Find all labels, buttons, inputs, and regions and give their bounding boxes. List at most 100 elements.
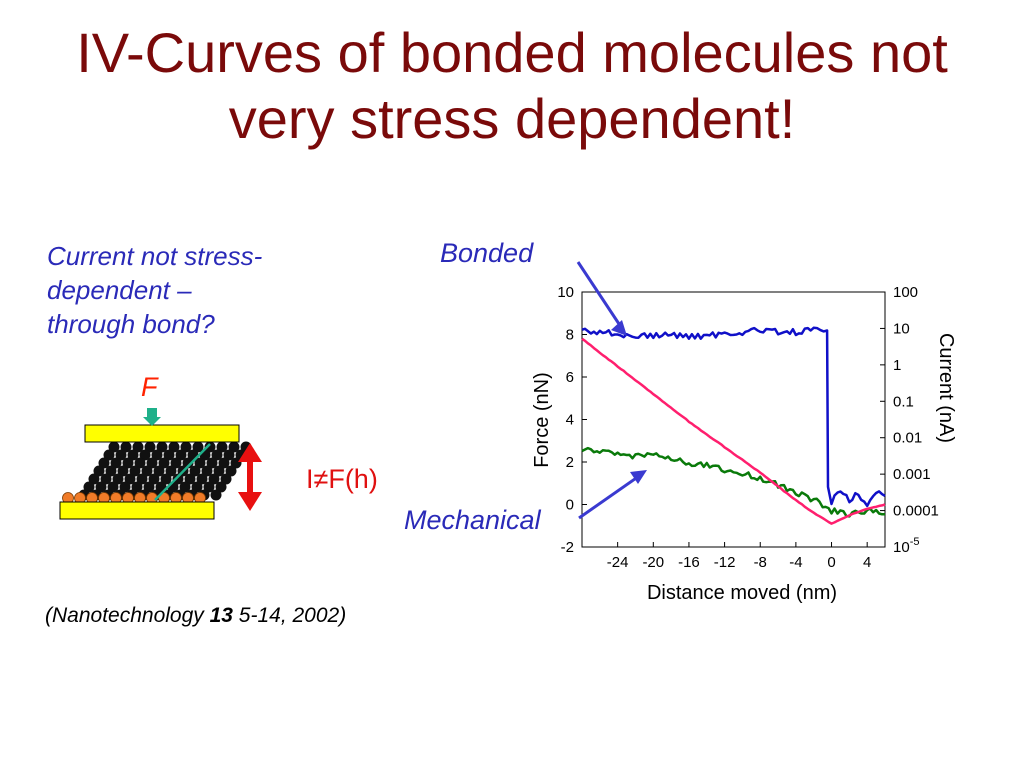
molecule-body [203, 481, 215, 493]
molecule-body [132, 441, 144, 453]
note-line-2: dependent – [47, 274, 192, 305]
top-plate [84, 424, 240, 443]
molecule-body [192, 441, 204, 453]
bond-line [154, 443, 211, 501]
mechanical-pointer-head [630, 470, 647, 484]
molecule-body [141, 465, 153, 477]
molecule-body [108, 441, 120, 453]
citation-prefix: (Nanotechnology [45, 604, 210, 627]
y-left-tick-label: 10 [557, 284, 574, 301]
molecule-body [175, 449, 187, 461]
molecule-body [204, 441, 216, 453]
series-layer [581, 326, 886, 525]
bottom-plate [59, 501, 215, 520]
molecule-body [230, 457, 242, 469]
molecule-body [228, 441, 240, 453]
molecule-body [196, 473, 208, 485]
mechanical-pointer [578, 472, 643, 520]
molecule-body [146, 457, 158, 469]
x-tick-label: -20 [642, 554, 664, 571]
molecule-body [103, 449, 115, 461]
y-left-axis-ticks: -2 0 2 4 6 8 10 [557, 284, 587, 556]
molecule-body [148, 473, 160, 485]
y-right-tick-label: 10 [893, 320, 910, 337]
bonded-annotation: Bonded [440, 238, 534, 268]
molecule-body [144, 441, 156, 453]
molecule-body [95, 481, 107, 493]
x-axis-title: Distance moved (nm) [647, 582, 837, 604]
molecule-body [120, 441, 132, 453]
y-right-tick-label: 0.0001 [893, 503, 939, 520]
note-line-3: through bond? [47, 308, 215, 339]
molecule-body [220, 473, 232, 485]
molecule-body [117, 465, 129, 477]
molecule-body [168, 441, 180, 453]
molecule-body [208, 473, 220, 485]
molecule-body [100, 473, 112, 485]
y-left-tick-label: 2 [566, 454, 574, 471]
y-left-tick-label: 0 [566, 497, 574, 514]
title-line-2: very stress dependent! [228, 87, 796, 151]
molecule-body [151, 449, 163, 461]
molecule-body [127, 449, 139, 461]
molecule-body [201, 465, 213, 477]
molecule-body [215, 481, 227, 493]
molecule-body [179, 481, 191, 493]
y-left-tick-label: 6 [566, 369, 574, 386]
molecule-body [165, 465, 177, 477]
mechanical-annotation: Mechanical [404, 505, 541, 535]
molecule-body [206, 457, 218, 469]
series-mechanical-line [581, 446, 886, 518]
molecule-body [134, 457, 146, 469]
molecule-body [211, 449, 223, 461]
molecule-array [62, 441, 252, 504]
molecule-body [170, 457, 182, 469]
y-left-axis-title: Force (nN) [531, 372, 553, 468]
note-line-1: Current not stress- [47, 241, 263, 271]
force-label: F [141, 372, 158, 402]
molecule-body [83, 481, 95, 493]
molecule-body [139, 449, 151, 461]
bonded-pointer [576, 261, 625, 331]
y-right-tick-label: 10-5 [893, 536, 919, 556]
molecule-body [131, 481, 143, 493]
force-arrow-icon [143, 408, 161, 426]
molecule-body [223, 449, 235, 461]
molecule-body [136, 473, 148, 485]
molecule-body [160, 473, 172, 485]
title-line-1: IV-Curves of bonded molecules not [76, 21, 948, 84]
molecule-body [107, 481, 119, 493]
series-force-line [581, 337, 886, 525]
molecule-body [93, 465, 105, 477]
molecule-body [216, 441, 228, 453]
molecule-body [115, 449, 127, 461]
molecule-body [105, 465, 117, 477]
molecule-body [129, 465, 141, 477]
molecule-body [184, 473, 196, 485]
y-left-tick-label: -2 [561, 539, 574, 556]
molecule-body [180, 441, 192, 453]
citation: (Nanotechnology 13 5-14, 2002) [45, 604, 346, 628]
y-right-axis-title: Current (nA) [935, 333, 957, 443]
x-axis-ticks: -24 -20 -16 -12 -8 -4 0 4 [607, 542, 871, 571]
molecule-body [189, 465, 201, 477]
note-text: Current not stress- dependent – through … [47, 240, 377, 341]
molecule-body [156, 441, 168, 453]
molecule-body [158, 457, 170, 469]
x-tick-label: -4 [789, 554, 802, 571]
molecule-body [191, 481, 203, 493]
series-bonded-line [581, 326, 886, 508]
molecule-schematic [59, 408, 262, 520]
y-right-tick-label: 100 [893, 284, 918, 301]
molecule-body [210, 489, 222, 501]
x-tick-label: -8 [754, 554, 767, 571]
x-tick-label: -16 [678, 554, 700, 571]
molecule-body [122, 457, 134, 469]
bonded-pointer-head [611, 320, 627, 336]
molecule-body [213, 465, 225, 477]
y-right-tick-label: 1 [893, 357, 901, 374]
y-right-tick-label: 0.01 [893, 430, 922, 447]
molecule-body [194, 457, 206, 469]
x-tick-label: -12 [714, 554, 736, 571]
